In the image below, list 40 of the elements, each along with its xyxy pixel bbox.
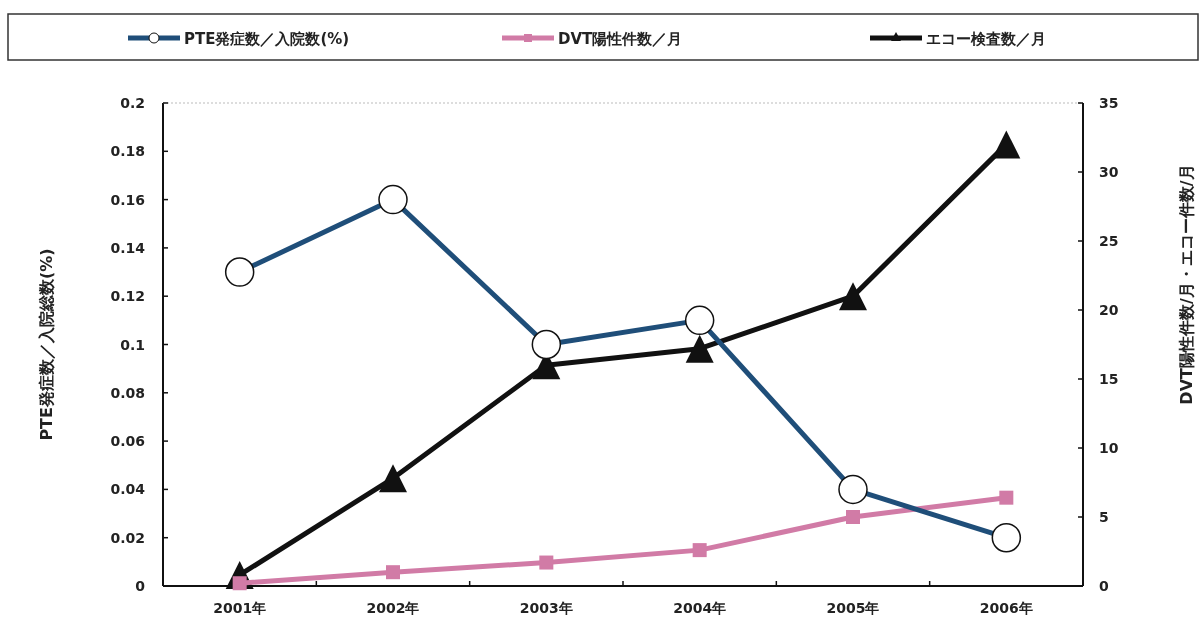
- x-tick-label: 2004年: [673, 600, 727, 616]
- y-tick-label: 0: [135, 578, 146, 594]
- y2-tick-label: 5: [1099, 509, 1109, 525]
- y2-tick-label: 15: [1099, 371, 1119, 387]
- x-tick-label: 2002年: [366, 600, 420, 616]
- y-tick-label: 0.06: [110, 433, 145, 450]
- y2-tick-label: 20: [1099, 302, 1119, 318]
- y-tick-label: 0.1: [120, 336, 145, 353]
- x-tick-label: 2005年: [826, 600, 880, 616]
- legend-label: エコー検査数／月: [926, 30, 1046, 48]
- x-tick-label: 2001年: [213, 600, 267, 616]
- y-tick-label: 0.04: [110, 481, 146, 498]
- y2-tick-label: 10: [1099, 440, 1119, 456]
- point: [685, 334, 714, 363]
- y2-tick-label: 30: [1099, 164, 1119, 180]
- point: [232, 576, 247, 591]
- legend-label: PTE発症数／入院数(%): [184, 30, 350, 48]
- y-tick-label: 0.14: [110, 239, 146, 256]
- y-tick-label: 0.18: [110, 143, 145, 160]
- y2-tick-label: 25: [1099, 233, 1119, 249]
- point: [846, 510, 860, 524]
- y-tick-label: 0.02: [110, 529, 145, 546]
- y-tick-label: 0.2: [120, 95, 145, 111]
- point: [539, 555, 554, 570]
- x-tick-label: 2006年: [979, 600, 1033, 616]
- y-axis-title: PTE発症数／入院総数(%): [37, 248, 56, 441]
- point: [992, 130, 1021, 159]
- y-tick-label: 0.08: [110, 384, 145, 401]
- point: [839, 282, 867, 311]
- y2-tick-label: 35: [1099, 95, 1119, 111]
- y2-axis-title: DVT陽性件数/月・エコー件数/月: [1177, 164, 1196, 405]
- point: [379, 464, 407, 493]
- y2-tick-label: 0: [1099, 578, 1109, 594]
- y-tick-label: 0.12: [110, 288, 145, 305]
- point: [999, 490, 1014, 505]
- point: [692, 543, 707, 558]
- y-tick-label: 0.16: [110, 191, 145, 208]
- x-tick-label: 2003年: [519, 600, 573, 616]
- legend-label: DVT陽性件数／月: [558, 30, 683, 48]
- point: [386, 565, 400, 580]
